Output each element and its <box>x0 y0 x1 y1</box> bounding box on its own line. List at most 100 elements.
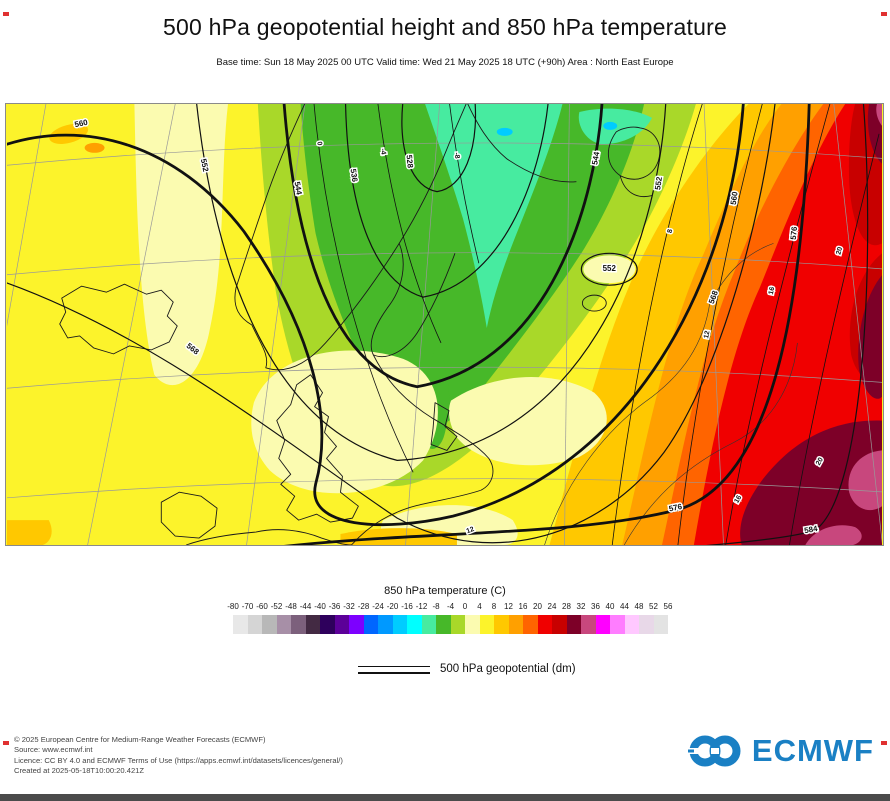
colorbar-cell <box>523 615 538 634</box>
colorbar-tick: -70 <box>241 602 254 611</box>
colorbar-tick: 28 <box>562 602 571 611</box>
shading-pale-yellow-oval <box>583 255 636 284</box>
colorbar-cell <box>508 615 523 634</box>
geopotential-contours <box>6 104 869 545</box>
coast-finland-north <box>467 104 577 183</box>
colorbar-cell <box>624 615 639 634</box>
coast-britain <box>276 374 359 523</box>
coast-continent-channel <box>186 489 481 545</box>
shading-rose-top-corner <box>876 104 883 126</box>
colorbar-tick: -44 <box>299 602 312 611</box>
colorbar-cell <box>407 615 422 634</box>
colorbar-tick: -4 <box>446 602 455 611</box>
colorbar-cell <box>421 615 436 634</box>
colorbar-cell <box>581 615 596 634</box>
contour-line-samples <box>358 666 430 674</box>
colorbar-cell <box>450 615 465 634</box>
geo-label: 560 <box>729 190 740 205</box>
crop-mark <box>3 12 9 16</box>
footer-created: Created at 2025-05-18T10:00:20.421Z <box>14 766 145 776</box>
geo-label: 536 <box>349 168 360 183</box>
temp-label: 16 <box>768 286 776 295</box>
graticule <box>6 104 883 545</box>
ecmwf-logo-icon <box>687 735 741 767</box>
colorbar-tick: -16 <box>401 602 413 611</box>
thin-contour-sample <box>358 666 430 667</box>
colorbar-tick: -28 <box>357 602 370 611</box>
colorbar-tick: 0 <box>462 602 468 611</box>
temperature-contours <box>313 104 880 545</box>
borders <box>544 243 798 545</box>
contour-528 <box>401 104 477 193</box>
colorbar-tick: -32 <box>343 602 355 611</box>
coast-iceland <box>59 283 178 355</box>
footer-licence: Licence: CC BY 4.0 and ECMWF Terms of Us… <box>14 755 343 765</box>
colorbar-tick: -52 <box>270 602 283 611</box>
shading-cyan-speck-1 <box>496 127 513 136</box>
geo-label: 552 <box>653 176 664 191</box>
temp-label: 20 <box>835 246 844 255</box>
colorbar-tick: 36 <box>591 602 600 611</box>
crop-mark <box>3 741 9 745</box>
footer-source: Source: www.ecmwf.int <box>14 745 93 755</box>
colorbar-tick: -24 <box>372 602 384 611</box>
colorbar-tick: 52 <box>649 602 658 611</box>
map-canvas: 560 552 544 536 528 544 552 560 568 568 … <box>6 104 883 545</box>
crop-mark <box>881 12 887 16</box>
colorbar-cell <box>262 615 277 634</box>
shading-teal-wedge <box>425 104 563 328</box>
colorbar-tick: 32 <box>576 602 586 611</box>
geo-label: 528 <box>404 154 414 169</box>
geo-label: 544 <box>293 181 304 196</box>
shading-maroon-right-edge <box>858 275 883 399</box>
colorbar-tick: -60 <box>256 602 268 611</box>
colorbar-cell <box>595 615 610 634</box>
colorbar-cell <box>334 615 349 634</box>
colorbar-cell <box>653 615 668 634</box>
thick-contour-sample <box>358 672 430 674</box>
footer-copyright: © 2025 European Centre for Medium-Range … <box>14 735 266 744</box>
geo-label: 584 <box>804 524 819 535</box>
lake-ladoga <box>581 294 607 312</box>
contour-536 <box>345 104 549 298</box>
weather-map: 560 552 544 536 528 544 552 560 568 568 … <box>5 103 884 546</box>
shading-pale-yellow-england <box>251 350 438 494</box>
footer-attribution: © 2025 European Centre for Medium-Range … <box>14 735 343 777</box>
shading-orange-speck-nw <box>84 142 105 153</box>
temp-label: -4 <box>379 148 387 155</box>
temp-label: 8 <box>667 229 675 234</box>
colorbar-cell <box>363 615 378 634</box>
page-title: 500 hPa geopotential height and 850 hPa … <box>163 14 727 40</box>
colorbar-tick: -36 <box>328 602 341 611</box>
shading-cyan-speck-2 <box>603 121 618 130</box>
shading-pale-yellow-west-band <box>134 104 228 386</box>
temp-label: 0 <box>315 141 322 146</box>
page-subtitle: Base time: Sun 18 May 2025 00 UTC Valid … <box>216 57 674 68</box>
shading-pale-yellow-baltic <box>448 377 607 466</box>
geo-label: 544 <box>590 150 601 165</box>
colorbar-cell <box>566 615 581 634</box>
colorbar-tick: 8 <box>491 602 497 611</box>
coast-white-sea <box>608 126 661 197</box>
colorbar-tick: 20 <box>533 602 542 611</box>
colorbar-tick: 44 <box>620 602 629 611</box>
coast-denmark <box>430 402 458 451</box>
line-legend-label: 500 hPa geopotential (dm) <box>440 663 576 675</box>
colorbar-cell <box>392 615 407 634</box>
contour-560 <box>6 104 745 527</box>
colorbar-tick: 24 <box>547 602 557 611</box>
contour-552-closed-low <box>580 252 638 286</box>
colorbar-tick: 40 <box>605 602 615 611</box>
coast-ireland <box>160 491 218 539</box>
bottom-window-edge <box>0 794 890 801</box>
colorbar-cell <box>378 615 393 634</box>
colorbar-cell <box>320 615 335 634</box>
colorbar-tick: -8 <box>432 602 440 611</box>
colorbar-tick: -48 <box>285 602 297 611</box>
colorbar-tick: 12 <box>504 602 513 611</box>
contour-544 <box>282 104 604 389</box>
contour-584 <box>705 104 869 545</box>
colorbar-cell <box>479 615 494 634</box>
colorbar-tick: -80 <box>227 602 239 611</box>
colorbar-cell <box>305 615 320 634</box>
